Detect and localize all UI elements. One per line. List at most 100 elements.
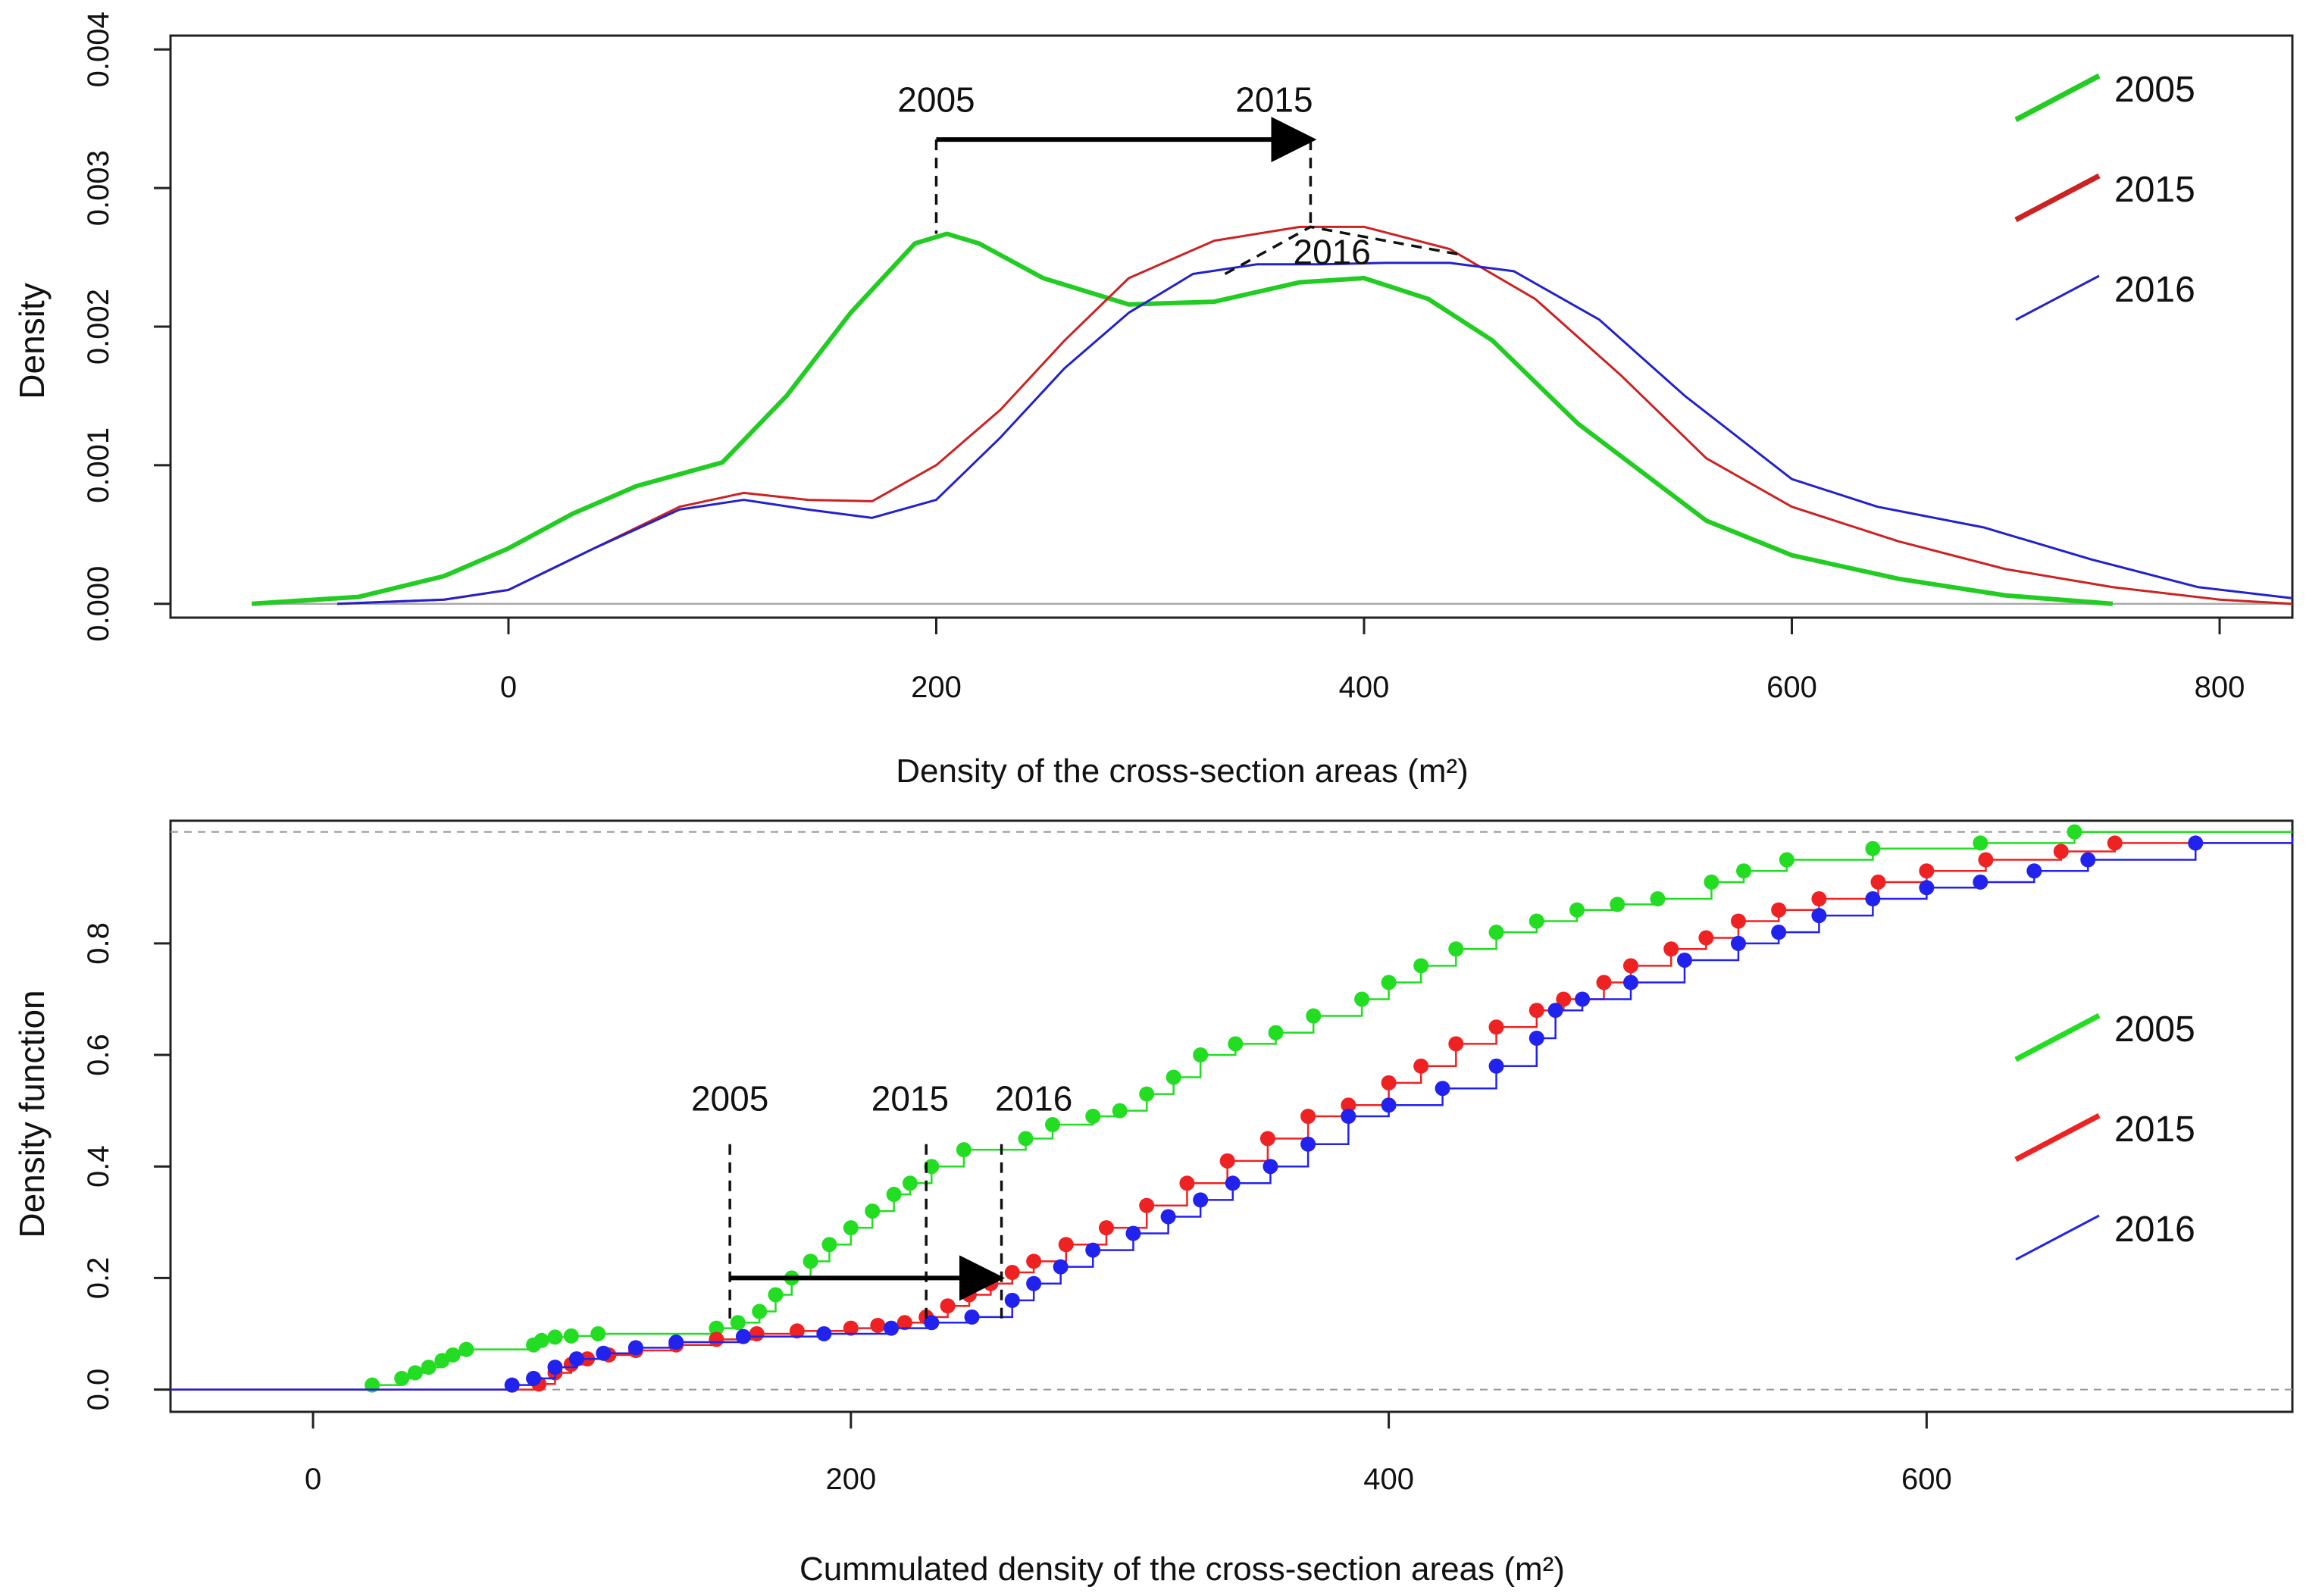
series-line-2005 [252,231,2114,606]
data-point-2005 [1354,991,1370,1007]
data-point-2016 [1575,991,1591,1007]
data-point-2015 [1556,991,1572,1007]
top-annotations: 2005 2015 2016 [897,80,1461,276]
data-point-2016 [2188,835,2204,851]
x-tick-label: 600 [1901,1463,1952,1496]
bottom-legend: 2005 2015 2016 [2014,1009,2195,1261]
data-point-2015 [749,1325,765,1341]
cumulative-panel: 0 200 400 600 0.0 0.2 0.4 0.6 0.8 2005 2015 2016 2… [12,819,2294,1588]
data-point-2016 [504,1377,520,1393]
data-point-2005 [886,1187,902,1203]
annotation-label: 2016 [995,1079,1072,1119]
data-point-2005 [590,1325,606,1341]
data-point-2005 [533,1332,549,1348]
y-tick-label: 0.002 [82,289,115,365]
x-tick-label: 200 [911,671,962,704]
y-tick-label: 0.0 [82,1369,115,1411]
data-point-2015 [1219,1153,1235,1169]
data-point-2016 [1193,1192,1209,1208]
data-point-2005 [1779,852,1794,868]
data-point-2005 [394,1370,410,1386]
y-tick-label: 0.8 [82,922,115,965]
data-point-2015 [940,1298,956,1314]
data-point-2005 [1166,1069,1181,1085]
data-point-2005 [1268,1025,1284,1041]
data-point-2005 [752,1303,768,1319]
legend-swatch-2005 [2014,73,2101,123]
y-tick-label: 0.4 [82,1145,115,1188]
data-point-2005 [730,1315,746,1331]
data-point-2016 [964,1309,980,1325]
density-panel: 0 200 400 600 800 0.000 0.001 0.002 0.003 0.004 2… [12,11,2294,790]
data-point-2015 [1622,958,1638,974]
data-point-2016 [735,1328,751,1344]
data-point-2005 [1736,863,1752,879]
data-point-2016 [596,1345,612,1361]
data-point-2015 [1179,1175,1195,1191]
data-point-2015 [1058,1237,1074,1253]
data-point-2015 [1300,1109,1316,1124]
data-point-2016 [568,1351,584,1367]
data-point-2005 [1528,913,1544,929]
x-tick-label: 0 [500,671,517,704]
data-point-2015 [1139,1197,1155,1213]
bottom-y-axis-title: Density function [12,990,52,1238]
data-point-2005 [1085,1109,1101,1124]
data-point-2005 [768,1287,784,1303]
data-point-2005 [924,1159,940,1175]
data-point-2005 [1704,874,1719,890]
data-point-2015 [1341,1097,1356,1113]
annotation-label: 2005 [691,1079,768,1119]
data-point-2015 [1413,1058,1429,1074]
y-tick-label: 0.2 [82,1257,115,1300]
data-point-2016 [1488,1058,1504,1074]
data-point-2015 [1811,891,1827,907]
data-point-2005 [2067,824,2082,840]
data-point-2005 [1228,1036,1244,1052]
data-point-2015 [1730,913,1746,929]
data-point-2005 [843,1220,859,1236]
data-point-2005 [956,1142,972,1158]
data-point-2005 [1973,835,1988,851]
data-point-2016 [1160,1209,1176,1225]
top-axes: 0 200 400 600 800 0.000 0.001 0.002 0.003 0.004 [82,11,2245,704]
data-point-2015 [896,1315,912,1331]
data-point-2016 [1053,1259,1069,1275]
legend-label-2016: 2016 [2114,270,2195,310]
annotation-label: 2005 [897,80,975,120]
data-point-2016 [547,1360,563,1375]
data-point-2015 [1771,902,1787,918]
data-point-2015 [1098,1220,1114,1236]
data-point-2005 [902,1175,918,1191]
x-tick-label: 600 [1766,671,1817,704]
data-point-2016 [924,1315,940,1331]
data-point-2016 [1085,1242,1101,1258]
y-tick-label: 0.6 [82,1034,115,1076]
data-point-2005 [803,1253,818,1269]
top-plot-frame [169,34,2294,619]
data-point-2005 [1193,1047,1209,1063]
annotation-dashed-lead [1224,225,1461,276]
data-point-2016 [884,1320,900,1336]
data-point-2005 [821,1237,837,1253]
legend-label-2016: 2016 [2114,1210,2195,1250]
x-tick-label: 200 [825,1463,876,1496]
data-point-2016 [1771,925,1787,940]
data-point-2016 [1225,1175,1241,1191]
data-point-2015 [1596,975,1612,990]
data-point-2016 [526,1370,542,1386]
data-point-2016 [1528,1030,1544,1046]
data-point-2016 [1622,975,1638,990]
data-point-2005 [1306,1008,1322,1024]
data-point-2015 [709,1332,724,1347]
data-point-2016 [1865,891,1881,907]
data-point-2016 [1263,1159,1278,1175]
data-point-2005 [1018,1131,1034,1147]
data-point-2016 [1435,1081,1450,1097]
data-point-2015 [843,1320,859,1336]
x-tick-label: 400 [1363,1463,1414,1496]
data-point-2015 [1259,1131,1275,1147]
data-point-2005 [1112,1103,1128,1119]
data-point-2016 [1004,1292,1020,1308]
data-point-2015 [1978,852,1994,868]
